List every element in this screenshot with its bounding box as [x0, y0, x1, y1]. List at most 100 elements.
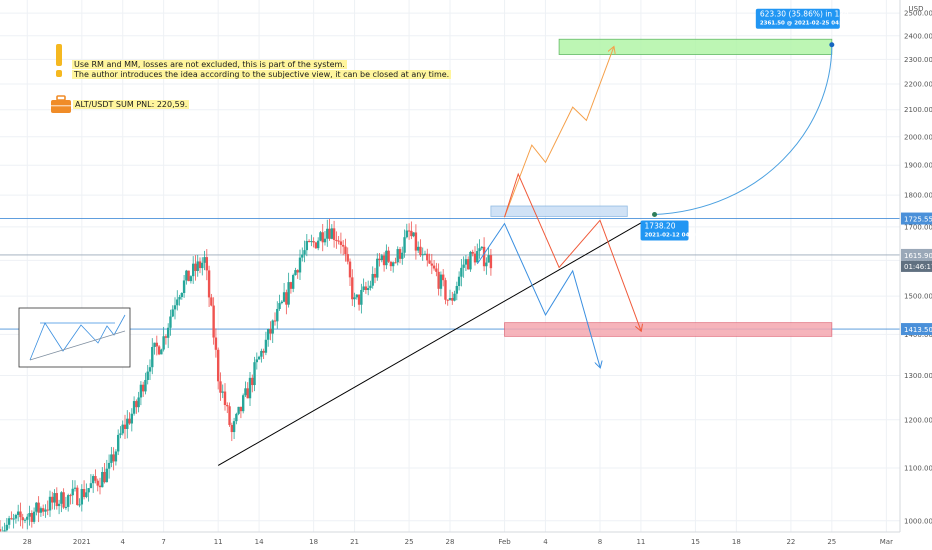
level-price-tag [901, 248, 932, 261]
candle-body [428, 260, 431, 264]
candle-body [96, 480, 99, 486]
price-tick-label: 1700.00 [904, 223, 932, 231]
candle-body [257, 356, 261, 360]
candle-body [301, 254, 304, 258]
candle-body [169, 316, 172, 328]
candle-body [396, 249, 399, 263]
time-axis[interactable]: 28 2021 4 7 11 14 18 21 25 28 Feb 4 8 11 15 18 22 25 Mar [0, 531, 932, 550]
candle-body [260, 350, 263, 357]
candle-body [487, 255, 490, 263]
candle-body [382, 255, 386, 266]
candle-body [285, 292, 288, 305]
price-tick-label: 2000.00 [904, 133, 932, 141]
candle-body [476, 251, 479, 263]
candle-body [187, 270, 190, 282]
candle-body [305, 240, 309, 251]
candle-body [110, 454, 113, 463]
candle-body [223, 391, 227, 406]
time-tick-label: Feb [498, 538, 511, 546]
candle-body [160, 349, 163, 355]
candle-body [328, 228, 331, 239]
scenario-paths [476, 47, 641, 367]
candle-body [323, 238, 327, 243]
time-tick-label: 14 [255, 538, 264, 546]
time-tick-label: 11 [636, 538, 645, 546]
candle-body [155, 342, 159, 347]
candle-body [348, 261, 352, 278]
candle-body [112, 454, 115, 462]
candle-body [360, 289, 363, 305]
candle-body [5, 524, 9, 531]
candle-body [266, 329, 270, 340]
inset-pattern-box [18, 307, 131, 368]
candle-body [107, 462, 111, 469]
candle-body [198, 261, 202, 269]
candle-body [37, 502, 40, 513]
candle-body [330, 228, 334, 239]
candle-body [21, 517, 24, 521]
price-tick-label: 1800.00 [904, 192, 932, 200]
candle-body [135, 401, 138, 408]
candle-body [248, 377, 252, 399]
candle-body [23, 519, 27, 521]
candle-body [105, 468, 109, 483]
candle-body [432, 265, 436, 269]
candle-body [60, 492, 63, 504]
candle-body [71, 488, 74, 496]
time-tick-label: 11 [214, 538, 223, 546]
scenario-bearish-path [476, 222, 600, 367]
support-trendline [217, 222, 642, 466]
candle-body [287, 282, 290, 305]
candle-body [251, 377, 254, 386]
candle-body [298, 257, 302, 273]
candle-body [312, 241, 315, 243]
candle-body [371, 273, 374, 286]
point-label-start-line: 2021-02-12 04:00 [645, 233, 700, 239]
candle-body [66, 495, 70, 507]
candle-body [337, 240, 340, 242]
time-tick-label: 22 [786, 538, 795, 546]
candle-body [385, 250, 388, 266]
price-tick-label: 2400.00 [904, 32, 932, 40]
candle-body [144, 379, 147, 392]
candle-body [207, 270, 211, 298]
candle-body [460, 267, 463, 277]
candle-body [28, 513, 31, 517]
candle-body [41, 508, 45, 512]
projection-start-dot [652, 212, 658, 218]
candle-body [394, 262, 397, 264]
time-tick-label: 28 [446, 538, 455, 546]
price-tick-label: 1300.00 [904, 372, 932, 380]
price-tick-label: 1100.00 [904, 465, 932, 473]
candle-body [376, 258, 379, 278]
time-tick-label: 25 [405, 538, 414, 546]
candle-body [51, 496, 54, 503]
candle-body [221, 391, 224, 393]
candle-body [314, 242, 318, 249]
candle-body [271, 320, 274, 334]
candle-body [439, 274, 443, 289]
candle-body [466, 259, 470, 270]
exclamation-icon [56, 44, 62, 77]
zone-breakout [490, 205, 628, 217]
candle-body [185, 270, 188, 281]
candle-body [412, 232, 415, 237]
level-price-tag [901, 212, 932, 225]
price-axis[interactable]: USD1000.001100.001200.001300.001400.0015… [899, 0, 932, 550]
candle-body [455, 285, 459, 294]
candle-body [255, 359, 259, 363]
candle-body [326, 228, 329, 239]
candle-body [398, 249, 402, 259]
price-tick-label: 1000.00 [904, 517, 932, 525]
time-tick-label: 4 [543, 538, 548, 546]
candle-body [403, 237, 406, 253]
projection-curve [652, 42, 835, 218]
candle-body [335, 239, 338, 241]
candle-body [103, 471, 106, 483]
candle-body [430, 263, 434, 266]
candle-body [94, 476, 97, 481]
candle-body [478, 248, 481, 252]
candle-body [369, 285, 372, 289]
point-label-end-line: 2361.50 @ 2021-02-25 04:00 [760, 21, 849, 27]
